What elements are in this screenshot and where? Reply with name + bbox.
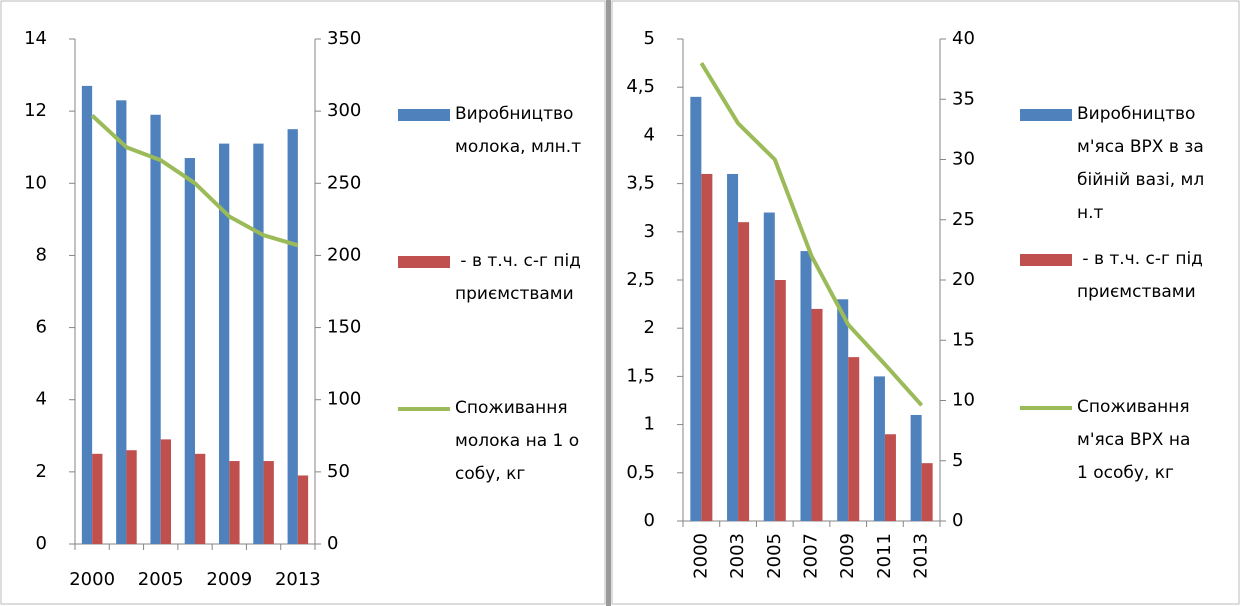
y2-tick-label: 350: [327, 28, 361, 49]
x-tick-label: 2000: [69, 569, 115, 590]
y-tick-label: 4,5: [626, 76, 655, 97]
y-tick-label: 2: [36, 461, 47, 482]
x-tick-label: 2013: [275, 569, 321, 590]
x-tick-label: 2003: [727, 533, 748, 579]
bar: [811, 308, 823, 521]
bar: [126, 450, 137, 544]
bar: [763, 212, 775, 521]
y-tick-label: 2,5: [626, 269, 655, 290]
bar: [160, 439, 171, 544]
bar: [701, 173, 713, 521]
bar: [800, 251, 812, 521]
y-tick-label: 12: [24, 100, 47, 121]
legend-swatch: [398, 109, 450, 121]
bar: [116, 100, 127, 545]
legend-label: Виробництво м'яса ВРХ в забійній вазі, м…: [1077, 104, 1205, 223]
legend-swatch: [1020, 109, 1072, 121]
y-tick-label: 0: [644, 510, 655, 531]
bar: [727, 173, 739, 521]
y-tick-label: 6: [36, 317, 47, 338]
bar: [921, 463, 933, 521]
y2-tick-label: 150: [327, 317, 361, 338]
y-tick-label: 0: [36, 533, 47, 554]
line-series: [699, 62, 924, 407]
y2-tick-label: 10: [952, 390, 975, 411]
y2-tick-label: 30: [952, 149, 975, 170]
x-tick-label: 2011: [874, 533, 895, 579]
y-tick-label: 10: [24, 172, 47, 193]
y2-tick-label: 200: [327, 244, 361, 265]
bar: [253, 143, 264, 544]
panel-border: [611, 0, 1240, 605]
bar: [263, 461, 274, 544]
bar: [738, 222, 750, 521]
y-tick-label: 1,5: [626, 365, 655, 386]
x-tick-label: 2009: [837, 533, 858, 579]
bar: [848, 357, 860, 521]
legend-label: Споживання м'яса ВРХ на 1 особу, кг: [1077, 397, 1196, 483]
legend-swatch: [398, 407, 450, 411]
y-tick-label: 8: [36, 244, 47, 265]
bar: [884, 434, 896, 521]
y2-tick-label: 15: [952, 329, 975, 350]
bar: [92, 453, 103, 544]
legend-swatch: [1020, 254, 1072, 266]
y-tick-label: 14: [24, 28, 47, 49]
y2-tick-label: 35: [952, 88, 975, 109]
y-tick-label: 4: [644, 124, 655, 145]
bar: [873, 376, 885, 521]
legend-label: Споживання молока на 1 особу, кг: [455, 398, 580, 484]
line-series: [90, 114, 299, 248]
legend-swatch: [1020, 406, 1072, 410]
y-tick-label: 0,5: [626, 462, 655, 483]
y-tick-label: 2: [644, 317, 655, 338]
y2-tick-label: 0: [952, 510, 963, 531]
bar: [690, 96, 702, 521]
bar: [195, 453, 206, 544]
bar: [229, 461, 240, 544]
y-tick-label: 3,5: [626, 173, 655, 194]
legend-swatch: [398, 256, 450, 268]
y2-tick-label: 100: [327, 389, 361, 410]
bar: [774, 280, 786, 521]
y-tick-label: 4: [36, 389, 47, 410]
bar: [184, 158, 195, 545]
x-tick-label: 2000: [690, 533, 711, 579]
legend-label: - в т.ч. с-г підприємствами: [455, 251, 581, 304]
bar: [81, 85, 93, 545]
y-tick-label: 3: [644, 221, 655, 242]
y2-tick-label: 300: [327, 100, 361, 121]
bar: [910, 414, 922, 521]
y2-tick-label: 250: [327, 172, 361, 193]
x-tick-label: 2013: [911, 533, 932, 579]
y-tick-label: 5: [644, 28, 655, 49]
y2-tick-label: 5: [952, 450, 963, 471]
divider: [606, 0, 611, 606]
bar: [287, 129, 298, 544]
x-tick-label: 2009: [206, 569, 252, 590]
y2-tick-label: 20: [952, 269, 975, 290]
y-tick-label: 1: [644, 414, 655, 435]
bar: [837, 299, 849, 521]
x-tick-label: 2005: [764, 533, 785, 579]
bar: [219, 143, 230, 544]
y2-tick-label: 25: [952, 209, 975, 230]
bar: [150, 114, 161, 544]
x-tick-label: 2007: [801, 533, 822, 579]
x-tick-label: 2005: [138, 569, 184, 590]
legend-label: - в т.ч. с-г підприємствами: [1077, 249, 1203, 302]
bar: [297, 475, 309, 544]
y2-tick-label: 50: [327, 461, 350, 482]
y2-tick-label: 40: [952, 28, 975, 49]
panel-border: [0, 0, 606, 605]
legend-label: Виробництво молока, млн.т: [455, 104, 582, 157]
y2-tick-label: 0: [327, 533, 338, 554]
